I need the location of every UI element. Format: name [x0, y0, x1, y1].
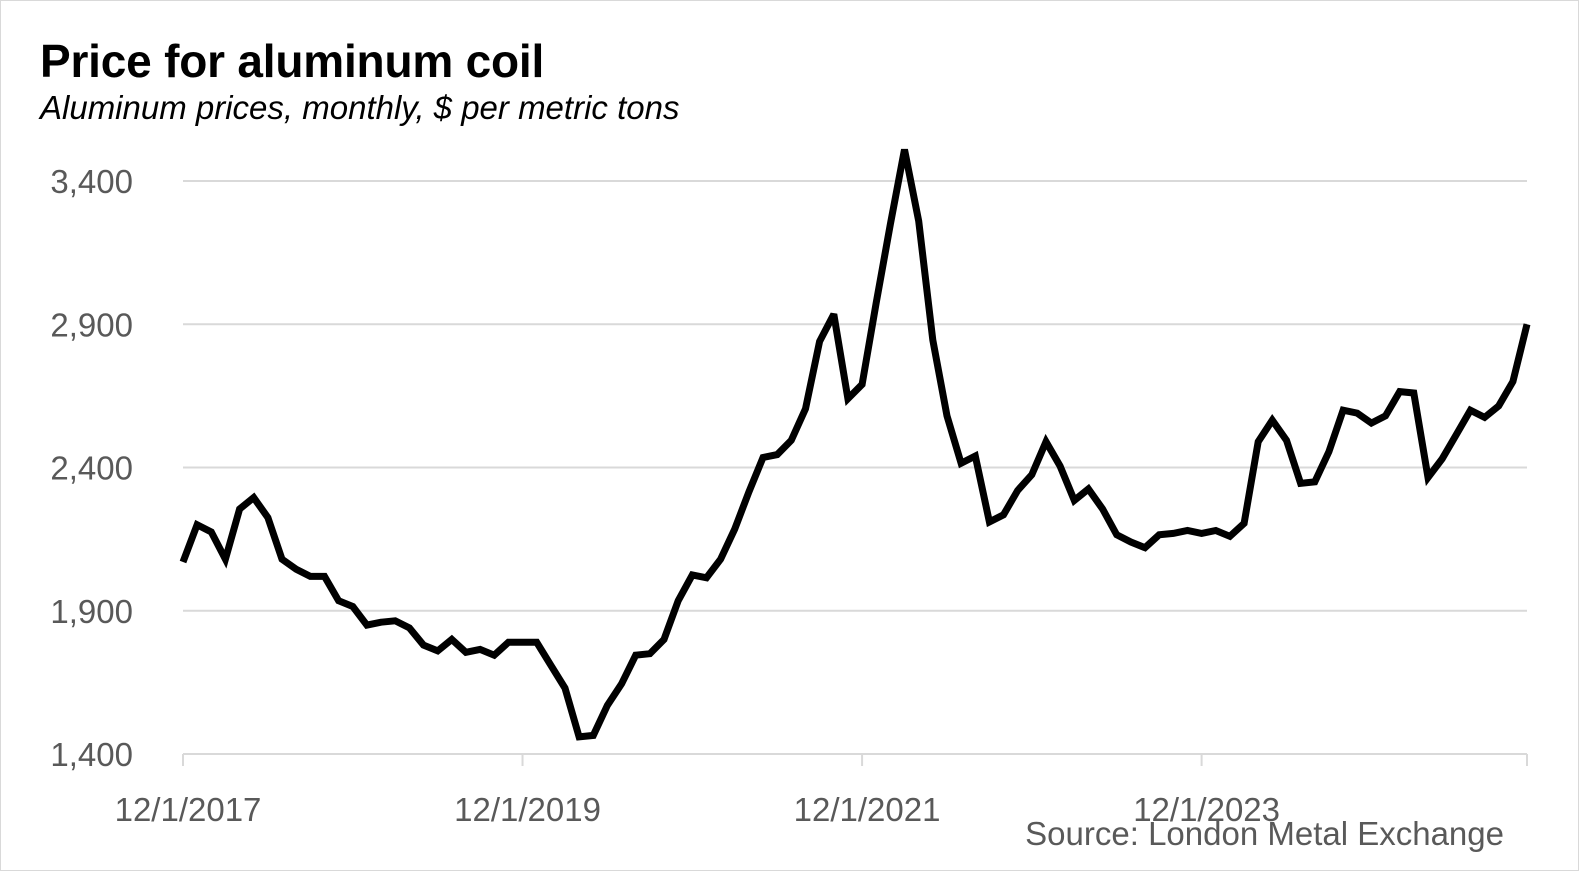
- x-tick-label: 12/1/2021: [794, 791, 941, 828]
- chart-title: Price for aluminum coil: [40, 35, 545, 87]
- price-series-line: [179, 148, 1531, 741]
- y-tick-label: 2,900: [50, 306, 133, 343]
- y-tick-label: 3,400: [50, 163, 133, 200]
- x-tick-label: 12/1/2019: [454, 791, 601, 828]
- x-tick-label: 12/1/2017: [115, 791, 262, 828]
- y-tick-label: 2,400: [50, 450, 133, 487]
- x-tick-label: 12/1/2023: [1133, 791, 1280, 828]
- chart-source: Source: London Metal Exchange: [1025, 815, 1504, 852]
- y-tick-label: 1,900: [50, 593, 133, 630]
- y-tick-label: 1,400: [50, 736, 133, 773]
- chart-subtitle: Aluminum prices, monthly, $ per metric t…: [40, 89, 680, 126]
